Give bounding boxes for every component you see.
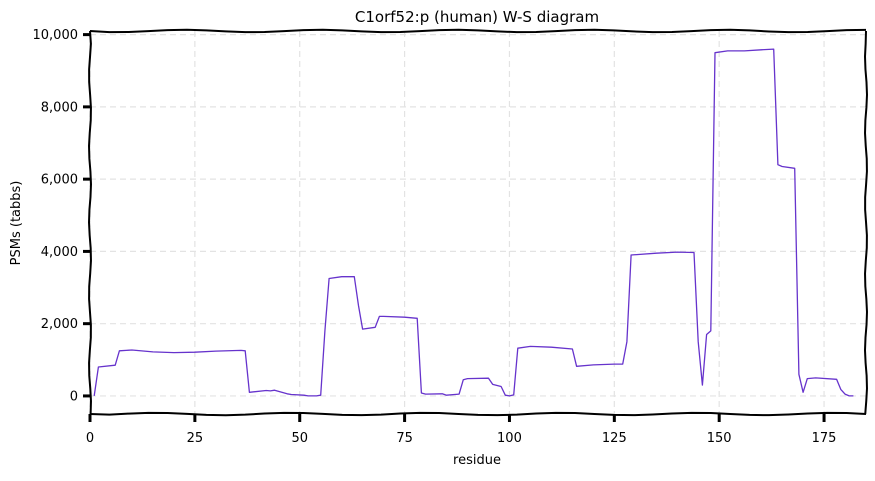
x-tick-label-7: 175 <box>812 431 837 446</box>
x-tick-label-1: 25 <box>187 431 204 446</box>
chart-title: C1orf52:p (human) W-S diagram <box>355 8 599 26</box>
series-line-0 <box>93 48 854 397</box>
y-tick-label-2: 4,000 <box>41 245 78 260</box>
x-tick-label-2: 50 <box>291 431 308 446</box>
y-axis-ticks: 0 2,000 4,000 6,000 8,000 10,000 <box>33 28 90 404</box>
y-tick-label-0: 0 <box>70 389 78 404</box>
x-tick-label-0: 0 <box>86 431 94 446</box>
y-axis-title: PSMs (tabbs) <box>9 181 24 266</box>
frame-bottom <box>89 411 867 417</box>
y-tick-label-1: 2,000 <box>41 317 78 332</box>
grid-layer <box>89 31 866 414</box>
line-layer <box>93 48 854 397</box>
x-tick-label-4: 100 <box>497 431 522 446</box>
frame-left <box>88 30 93 415</box>
x-tick-label-6: 150 <box>707 431 732 446</box>
x-axis-title: residue <box>453 453 501 468</box>
y-tick-label-4: 8,000 <box>41 100 78 115</box>
y-tick-label-3: 6,000 <box>41 173 78 188</box>
y-tick-label-5: 10,000 <box>33 28 79 43</box>
plot-frame <box>88 28 869 417</box>
frame-top <box>89 28 867 34</box>
x-tick-label-3: 75 <box>396 431 413 446</box>
x-tick-label-5: 125 <box>602 431 627 446</box>
frame-right <box>863 30 869 415</box>
x-axis-ticks: 0 25 50 75 100 125 150 175 <box>86 414 837 446</box>
